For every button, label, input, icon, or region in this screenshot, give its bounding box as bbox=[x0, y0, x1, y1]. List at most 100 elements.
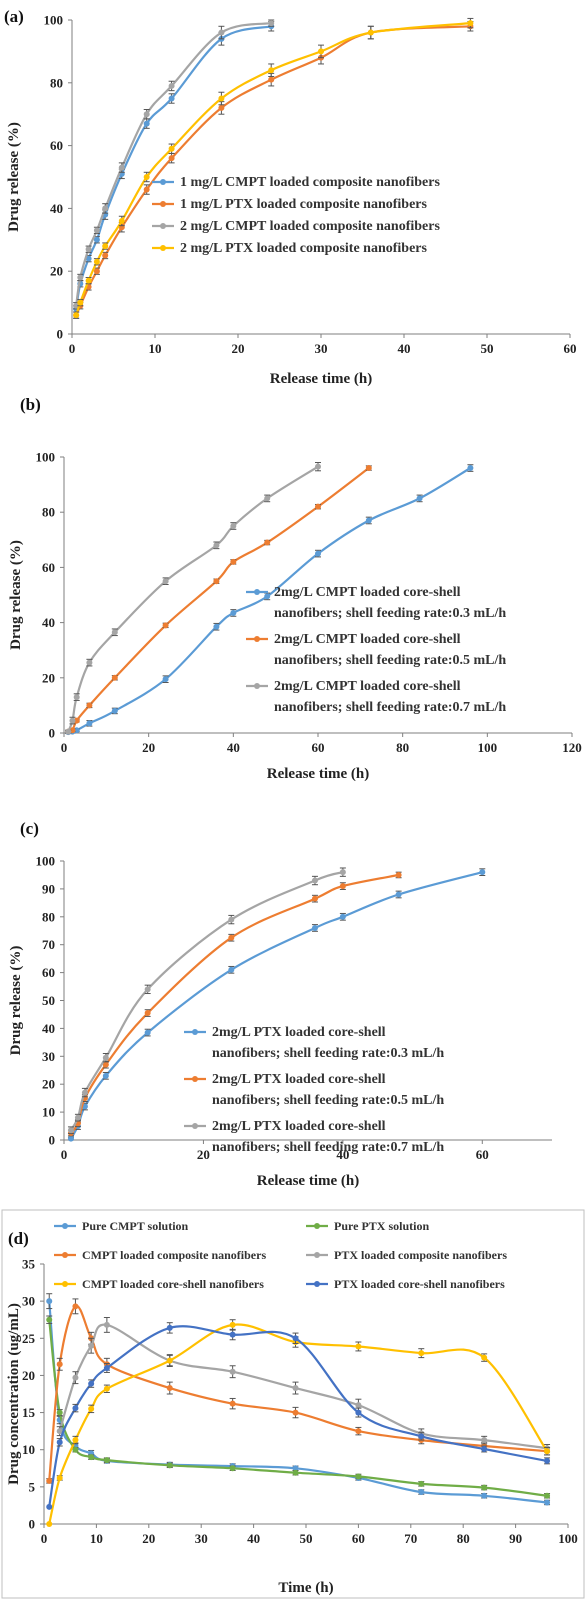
data-point bbox=[544, 1457, 551, 1464]
data-point bbox=[416, 495, 423, 502]
x-tick-label: 100 bbox=[558, 1531, 578, 1546]
data-point bbox=[162, 676, 169, 683]
legend: Pure CMPT solution Pure PTX solution CMPT … bbox=[54, 1219, 507, 1291]
y-tick-label: 100 bbox=[36, 450, 56, 465]
data-point bbox=[264, 539, 271, 546]
panel-a: (a) 0 10 20 30 40 50 60 0 20 40 60 80 100 Release time… bbox=[4, 7, 577, 387]
data-point bbox=[166, 1324, 173, 1331]
panel-d: (d) 0 10 20 30 40 50 60 70 80 90 100 0 5 10 15 20 25 30 35 T… bbox=[1, 1209, 585, 1599]
data-point bbox=[85, 246, 92, 253]
x-tick-label: 40 bbox=[247, 1531, 260, 1546]
data-point bbox=[228, 916, 235, 923]
data-point bbox=[229, 1321, 236, 1328]
x-axis-label: Time (h) bbox=[278, 1580, 333, 1596]
data-point bbox=[395, 891, 402, 898]
data-point bbox=[67, 1127, 74, 1134]
series-1 bbox=[73, 21, 275, 313]
legend-label: 2mg/L CMPT loaded core-shell nanofibers; … bbox=[274, 585, 506, 621]
data-point bbox=[102, 1061, 109, 1068]
x-tick-label: 0 bbox=[61, 740, 68, 755]
x-axis-label: Release time (h) bbox=[270, 371, 372, 387]
x-tick-label: 50 bbox=[300, 1531, 313, 1546]
data-point bbox=[311, 924, 318, 931]
legend-swatch-marker bbox=[160, 201, 166, 207]
panel-c: (c) 0 20 40 60 0 10 20 30 40 50 60 70 80 90 100 Release … bbox=[8, 819, 552, 1189]
data-point bbox=[81, 1089, 88, 1096]
data-point bbox=[481, 1437, 488, 1444]
data-point bbox=[86, 659, 93, 666]
data-point bbox=[72, 1303, 79, 1310]
series-line bbox=[75, 25, 272, 310]
data-point bbox=[355, 1343, 362, 1350]
data-point bbox=[292, 1465, 299, 1472]
x-tick-label: 120 bbox=[562, 740, 582, 755]
legend-label: 2 mg/L CMPT loaded composite nanofibers bbox=[180, 219, 440, 234]
data-point bbox=[103, 1385, 110, 1392]
series-3 bbox=[67, 867, 346, 1135]
data-point bbox=[311, 877, 318, 884]
data-point bbox=[229, 1400, 236, 1407]
data-point bbox=[467, 20, 474, 27]
legend-label: 2mg/L PTX loaded core-shell nanofibers; s… bbox=[212, 1072, 444, 1108]
data-point bbox=[365, 465, 372, 472]
x-tick-label: 0 bbox=[61, 1147, 68, 1162]
data-point bbox=[102, 1072, 109, 1079]
data-point bbox=[315, 550, 321, 557]
x-tick-label: 80 bbox=[457, 1531, 470, 1546]
data-point bbox=[339, 869, 346, 876]
data-point bbox=[339, 913, 346, 920]
legend-swatch-marker bbox=[314, 1281, 320, 1287]
y-tick-label: 40 bbox=[42, 1021, 55, 1036]
y-tick-label: 80 bbox=[42, 909, 55, 924]
x-tick-label: 80 bbox=[396, 740, 409, 755]
data-point bbox=[318, 48, 324, 55]
data-point bbox=[481, 1354, 488, 1361]
x-tick-label: 20 bbox=[197, 1147, 210, 1162]
data-point bbox=[143, 174, 150, 180]
data-point bbox=[93, 258, 100, 265]
data-point bbox=[102, 1054, 109, 1061]
x-tick-label: 50 bbox=[481, 341, 494, 356]
data-point bbox=[355, 1409, 362, 1416]
x-tick-label: 20 bbox=[142, 740, 155, 755]
data-point bbox=[111, 674, 118, 681]
series-line bbox=[75, 22, 272, 306]
data-point bbox=[166, 1462, 173, 1469]
data-point bbox=[268, 67, 275, 74]
x-tick-label: 90 bbox=[509, 1531, 522, 1546]
series-3 bbox=[73, 19, 275, 310]
legend-swatch-marker bbox=[160, 179, 166, 185]
data-point bbox=[268, 76, 275, 83]
x-axis-label: Release time (h) bbox=[267, 766, 369, 782]
x-axis-label: Release time (h) bbox=[257, 1173, 359, 1189]
legend-label: 2mg/L PTX loaded core-shell nanofibers; s… bbox=[212, 1119, 444, 1155]
legend-swatch-marker bbox=[62, 1252, 68, 1258]
legend-label: 2mg/L CMPT loaded core-shell nanofibers; … bbox=[274, 679, 506, 715]
x-tick-label: 40 bbox=[227, 740, 240, 755]
data-point bbox=[166, 1385, 173, 1392]
x-tick-label: 70 bbox=[404, 1531, 417, 1546]
data-point bbox=[56, 1439, 63, 1446]
data-point bbox=[395, 871, 402, 878]
data-point bbox=[230, 523, 237, 529]
x-tick-label: 60 bbox=[352, 1531, 365, 1546]
data-point bbox=[292, 1469, 299, 1476]
data-point bbox=[418, 1489, 425, 1496]
data-point bbox=[168, 155, 175, 162]
data-point bbox=[213, 623, 220, 630]
data-point bbox=[65, 728, 72, 735]
data-point bbox=[264, 495, 271, 502]
y-tick-label: 40 bbox=[42, 615, 55, 630]
data-point bbox=[544, 1499, 551, 1506]
y-tick-label: 0 bbox=[29, 1517, 36, 1532]
data-point bbox=[168, 82, 175, 89]
panel-label: (c) bbox=[20, 819, 39, 838]
data-point bbox=[56, 1361, 63, 1368]
legend-swatch-marker bbox=[160, 245, 166, 251]
data-point bbox=[311, 895, 318, 902]
data-point bbox=[73, 694, 80, 701]
data-point bbox=[292, 1409, 299, 1416]
y-tick-label: 90 bbox=[42, 881, 55, 896]
legend-label: CMPT loaded composite nanofibers bbox=[82, 1248, 266, 1262]
